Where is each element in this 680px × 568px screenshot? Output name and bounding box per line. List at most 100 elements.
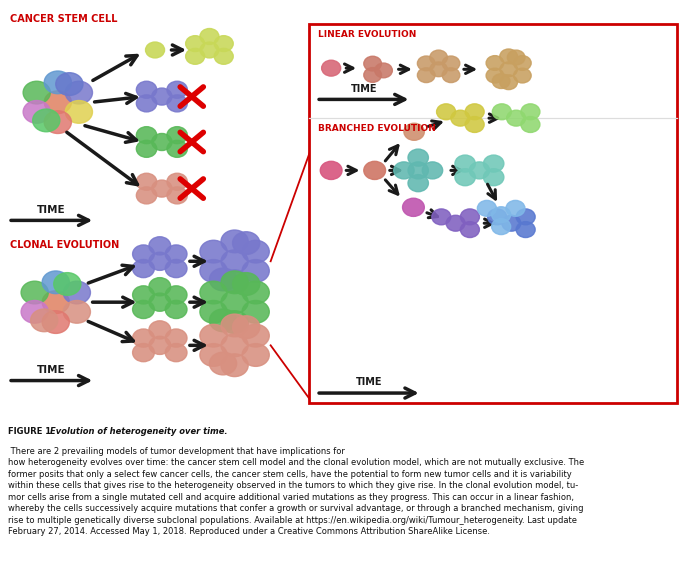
Circle shape [136, 187, 156, 204]
Circle shape [477, 201, 496, 216]
Circle shape [233, 316, 260, 339]
Circle shape [56, 73, 83, 95]
Circle shape [502, 215, 521, 231]
Circle shape [214, 36, 233, 52]
Circle shape [133, 260, 154, 278]
Circle shape [242, 324, 269, 347]
Circle shape [23, 101, 50, 123]
Circle shape [221, 271, 248, 294]
Circle shape [167, 173, 188, 190]
Circle shape [242, 260, 269, 282]
Circle shape [242, 240, 269, 263]
Circle shape [430, 62, 447, 77]
Text: BRANCHED EVOLUTION: BRANCHED EVOLUTION [318, 124, 435, 133]
Circle shape [209, 268, 237, 291]
Circle shape [149, 321, 171, 339]
Circle shape [133, 344, 154, 362]
Circle shape [469, 162, 490, 179]
Circle shape [513, 56, 531, 70]
Circle shape [418, 68, 435, 82]
Circle shape [165, 329, 187, 347]
Text: LINEAR EVOLUTION: LINEAR EVOLUTION [318, 30, 416, 39]
Circle shape [42, 271, 69, 294]
Circle shape [242, 300, 269, 323]
Circle shape [408, 162, 428, 179]
Circle shape [136, 127, 156, 144]
Circle shape [403, 198, 424, 216]
Circle shape [451, 110, 470, 126]
Circle shape [492, 104, 511, 120]
Circle shape [42, 311, 69, 333]
Circle shape [44, 111, 71, 133]
Circle shape [404, 123, 424, 140]
Circle shape [44, 71, 71, 94]
Circle shape [200, 324, 227, 347]
Circle shape [136, 95, 156, 112]
Circle shape [221, 291, 248, 314]
Circle shape [133, 300, 154, 319]
Circle shape [460, 209, 479, 225]
Circle shape [430, 50, 447, 65]
Circle shape [364, 56, 381, 71]
Circle shape [465, 104, 484, 120]
Circle shape [146, 42, 165, 58]
Circle shape [221, 250, 248, 273]
Circle shape [200, 260, 227, 282]
Circle shape [133, 286, 154, 304]
Circle shape [492, 74, 510, 89]
Circle shape [42, 291, 69, 314]
Text: CLONAL EVOLUTION: CLONAL EVOLUTION [10, 240, 120, 250]
Circle shape [209, 352, 237, 375]
Circle shape [507, 50, 525, 65]
Circle shape [442, 56, 460, 71]
Circle shape [516, 222, 535, 237]
Circle shape [488, 209, 507, 225]
Circle shape [221, 354, 248, 377]
Circle shape [500, 75, 517, 90]
Circle shape [167, 187, 188, 204]
Circle shape [65, 81, 92, 104]
Circle shape [492, 207, 511, 223]
Circle shape [167, 127, 188, 144]
Circle shape [364, 68, 381, 82]
Circle shape [492, 219, 511, 235]
Circle shape [136, 81, 156, 98]
Circle shape [418, 56, 435, 71]
Circle shape [149, 293, 171, 311]
Circle shape [320, 161, 342, 179]
Text: There are 2 prevailing models of tumor development that have implications for
ho: There are 2 prevailing models of tumor d… [8, 447, 584, 536]
Circle shape [446, 215, 465, 231]
Circle shape [165, 344, 187, 362]
Circle shape [133, 245, 154, 263]
Circle shape [233, 232, 260, 254]
Circle shape [214, 48, 233, 64]
Circle shape [63, 300, 90, 323]
Circle shape [44, 91, 71, 114]
Circle shape [242, 344, 269, 366]
Circle shape [54, 273, 81, 295]
Circle shape [521, 116, 540, 132]
Circle shape [513, 68, 531, 83]
Circle shape [165, 300, 187, 319]
Circle shape [63, 281, 90, 304]
Circle shape [136, 140, 156, 157]
Text: TIME: TIME [356, 377, 382, 387]
Circle shape [200, 28, 219, 44]
Circle shape [442, 68, 460, 82]
Circle shape [221, 314, 248, 337]
Circle shape [165, 260, 187, 278]
Text: FIGURE 1: FIGURE 1 [8, 427, 54, 436]
Circle shape [408, 175, 428, 191]
Circle shape [322, 60, 341, 76]
Circle shape [432, 209, 451, 225]
Circle shape [167, 95, 188, 112]
Text: TIME: TIME [351, 83, 377, 94]
FancyBboxPatch shape [309, 24, 677, 403]
Text: CANCER STEM CELL: CANCER STEM CELL [10, 14, 118, 24]
Circle shape [221, 270, 248, 293]
Circle shape [500, 62, 517, 77]
Circle shape [516, 209, 535, 225]
Circle shape [507, 110, 526, 126]
Circle shape [486, 56, 504, 70]
Circle shape [364, 161, 386, 179]
